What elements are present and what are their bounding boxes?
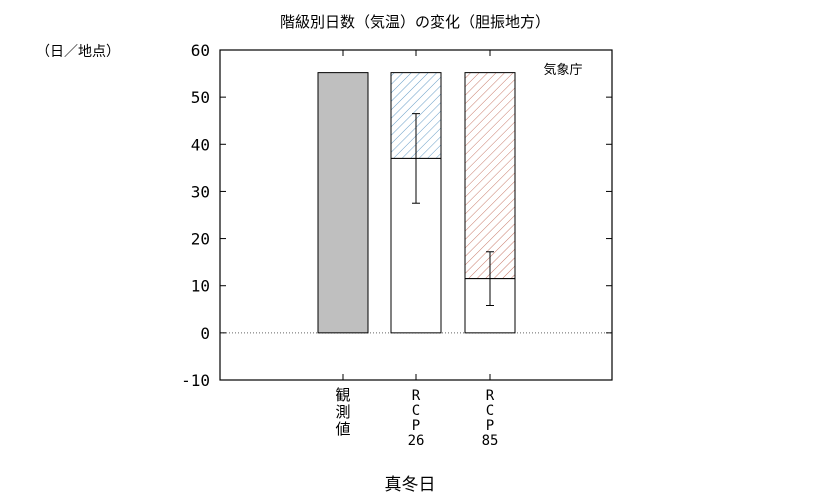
y-tick-label: 0 — [200, 324, 210, 343]
category-label: 測 — [335, 403, 350, 421]
y-axis-unit: （日／地点） — [36, 44, 120, 60]
x-axis-label: 真冬日 — [385, 475, 436, 495]
category-label: R — [412, 388, 421, 404]
category-label: 85 — [482, 433, 499, 449]
bar-hatched-segment — [464, 72, 516, 280]
y-tick-label: 40 — [191, 135, 210, 154]
chart-title: 階級別日数（気温）の変化（胆振地方） — [280, 13, 550, 31]
watermark-label: 気象庁 — [543, 62, 582, 78]
y-tick-label: -10 — [181, 371, 210, 390]
category-label: 観 — [335, 386, 350, 404]
category-label: P — [412, 418, 420, 434]
category-label: P — [486, 418, 494, 434]
y-tick-label: 50 — [191, 88, 210, 107]
category-label: R — [486, 388, 495, 404]
bar — [317, 72, 369, 334]
category-label: C — [486, 403, 494, 419]
category-label: C — [412, 403, 420, 419]
category-label: 値 — [335, 420, 350, 438]
y-tick-label: 30 — [191, 182, 210, 201]
y-tick-label: 60 — [191, 41, 210, 60]
y-tick-label: 10 — [191, 277, 210, 296]
category-label: 26 — [408, 433, 425, 449]
y-tick-label: 20 — [191, 230, 210, 249]
